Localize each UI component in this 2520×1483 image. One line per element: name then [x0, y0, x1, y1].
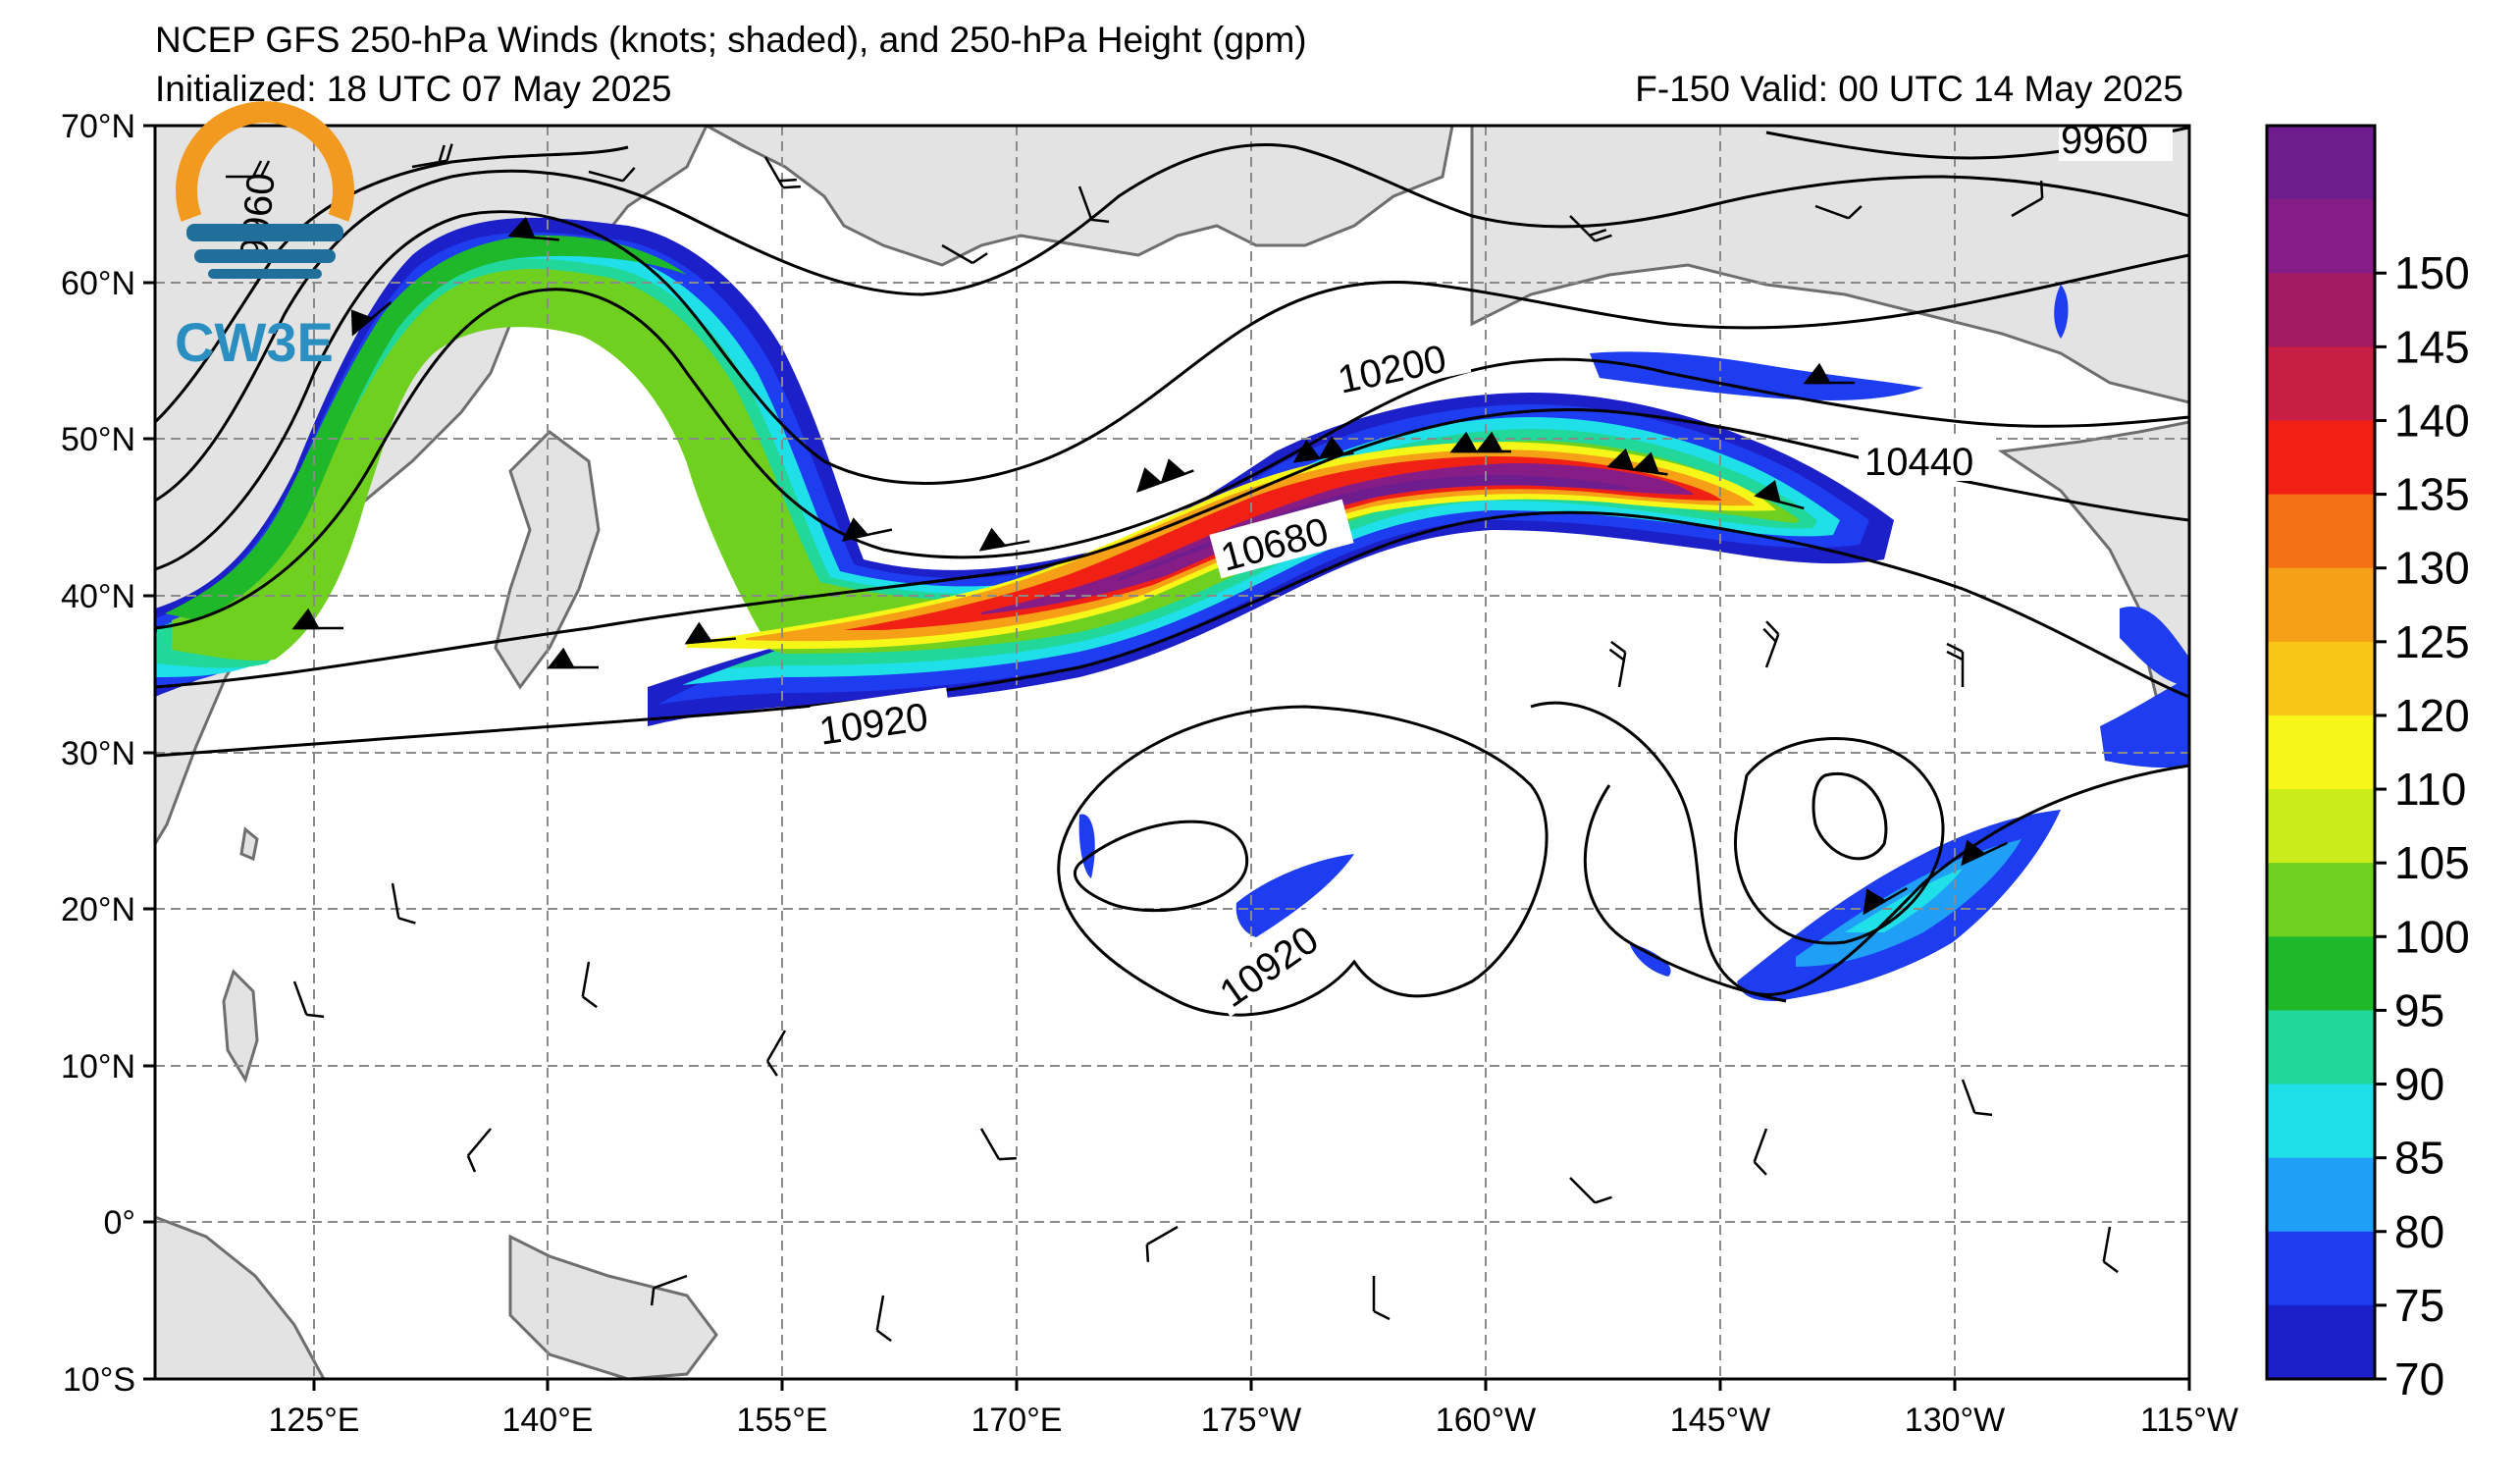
- colorbar-label: 75: [2394, 1280, 2444, 1331]
- valid-time-label: F-150 Valid: 00 UTC 14 May 2025: [1635, 69, 2183, 109]
- contour-label-9960-logo: 9960: [233, 171, 284, 261]
- latitude-axis: [143, 124, 155, 1381]
- colorbar-segment: [2267, 936, 2375, 1011]
- lat-label-40n: 40°N: [61, 578, 135, 615]
- colorbar-label: 110: [2394, 764, 2466, 815]
- contour-label-9960: 9960: [2061, 119, 2148, 162]
- contour-label-10440: 10440: [1864, 441, 1973, 484]
- colorbar-label: 70: [2394, 1353, 2444, 1404]
- lon-label-175w: 175°W: [1201, 1402, 1301, 1439]
- lon-label-115w: 115°W: [2140, 1402, 2238, 1439]
- colorbar-label: 95: [2394, 984, 2444, 1035]
- lat-label-60n: 60°N: [61, 265, 135, 302]
- logo-arc: [176, 101, 354, 222]
- colorbar-segment: [2267, 715, 2375, 790]
- initialized-label: Initialized: 18 UTC 07 May 2025: [155, 69, 672, 109]
- lat-label-10s: 10°S: [63, 1361, 135, 1399]
- lat-label-50n: 50°N: [61, 421, 135, 458]
- colorbar-label: 80: [2394, 1206, 2444, 1257]
- map-title: NCEP GFS 250-hPa Winds (knots; shaded), …: [155, 20, 1307, 60]
- colorbar-segment: [2267, 199, 2375, 274]
- colorbar-label: 100: [2394, 911, 2470, 962]
- colorbar: 70 75 80 85 90 95 100 105 110 120 125 130 135 140 145 1…: [2265, 124, 2470, 1404]
- colorbar-segment: [2267, 567, 2375, 643]
- logo-text: CW3E: [175, 311, 334, 373]
- colorbar-label: 90: [2394, 1059, 2444, 1110]
- colorbar-segment: [2267, 641, 2375, 716]
- colorbar-label: 150: [2394, 247, 2470, 298]
- lon-label-170e: 170°E: [971, 1402, 1062, 1439]
- lon-label-130w: 130°W: [1905, 1402, 2005, 1439]
- colorbar-segment: [2267, 1010, 2375, 1086]
- longitude-labels: 125°E 140°E 155°E 170°E 175°W 160°W 145°…: [268, 1402, 2237, 1439]
- colorbar-label: 120: [2394, 690, 2470, 741]
- colorbar-segment: [2267, 420, 2375, 496]
- colorbar-label: 85: [2394, 1133, 2444, 1184]
- colorbar-segment: [2267, 126, 2375, 200]
- colorbar-segment: [2267, 789, 2375, 864]
- colorbar-segment: [2267, 1231, 2375, 1306]
- graticule: [155, 126, 2189, 1379]
- colorbar-segment: [2267, 346, 2375, 421]
- colorbar-label: 130: [2394, 543, 2470, 594]
- lon-label-125e: 125°E: [268, 1402, 359, 1439]
- lat-label-0: 0°: [103, 1204, 135, 1242]
- longitude-axis: [312, 1379, 2191, 1391]
- colorbar-label: 105: [2394, 837, 2470, 888]
- colorbar-segment: [2267, 863, 2375, 937]
- colorbar-segment: [2267, 273, 2375, 347]
- lat-label-20n: 20°N: [61, 891, 135, 928]
- lat-label-70n: 70°N: [61, 108, 135, 145]
- colorbar-label: 145: [2394, 321, 2470, 372]
- colorbar-segment: [2267, 1084, 2375, 1159]
- lat-label-10n: 10°N: [61, 1048, 135, 1086]
- lon-label-145w: 145°W: [1670, 1402, 1770, 1439]
- colorbar-label: 140: [2394, 395, 2470, 446]
- colorbar-frame: [2265, 124, 2377, 1381]
- lon-label-155e: 155°E: [736, 1402, 827, 1439]
- colorbar-label: 125: [2394, 616, 2470, 667]
- colorbar-segment: [2267, 1304, 2375, 1380]
- lon-label-140e: 140°E: [501, 1402, 593, 1439]
- wind-barbs: [226, 143, 2119, 1343]
- lat-label-30n: 30°N: [61, 735, 135, 772]
- cw3e-logo: CW3E: [175, 101, 354, 373]
- latitude-labels: 70°N 60°N 50°N 40°N 30°N 20°N 10°N 0° 10…: [61, 108, 135, 1399]
- colorbar-label: 135: [2394, 469, 2470, 520]
- colorbar-segment: [2267, 494, 2375, 569]
- colorbar-segment: [2267, 1157, 2375, 1233]
- lon-label-160w: 160°W: [1436, 1402, 1536, 1439]
